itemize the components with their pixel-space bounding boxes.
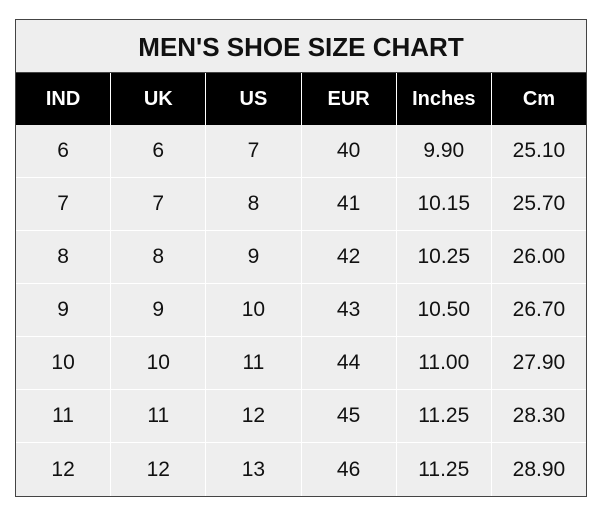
table-row: 12 12 13 46 11.25 28.90 bbox=[16, 443, 586, 496]
table-cell-ind: 9 bbox=[16, 284, 111, 337]
column-header-inches: Inches bbox=[395, 73, 491, 125]
table-row: 6 6 7 40 9.90 25.10 bbox=[16, 125, 587, 178]
table-cell-us: 11 bbox=[205, 337, 301, 390]
header-row: IND UK US EUR Inches Cm bbox=[16, 73, 586, 125]
table-cell-uk: 10 bbox=[110, 337, 206, 390]
table-row: 8 8 9 42 10.25 26.00 bbox=[16, 231, 587, 284]
table-cell-us: 9 bbox=[205, 231, 301, 284]
table-row: 11 11 12 45 11.25 28.30 bbox=[16, 390, 587, 443]
table-cell-inches: 11.00 bbox=[395, 337, 491, 390]
table-cell-us: 13 bbox=[205, 443, 300, 496]
table-cell-ind: 10 bbox=[16, 337, 111, 390]
table-cell-cm: 25.70 bbox=[490, 178, 587, 231]
table-body: 6 6 7 40 9.90 25.10 7 7 8 41 10.15 25.70 8 8 9 42 10.25 2… bbox=[16, 125, 587, 496]
table-cell-us: 12 bbox=[205, 390, 301, 443]
table-cell-eur: 45 bbox=[300, 390, 396, 443]
table-cell-us: 7 bbox=[205, 125, 301, 178]
table-cell-inches: 11.25 bbox=[395, 390, 491, 443]
table-title: MEN'S SHOE SIZE CHART bbox=[16, 20, 586, 73]
table-cell-cm: 28.30 bbox=[490, 390, 587, 443]
column-header-eur: EUR bbox=[300, 73, 396, 125]
column-header-uk: UK bbox=[110, 73, 205, 125]
column-header-us: US bbox=[205, 73, 300, 125]
table-row: 10 10 11 44 11.00 27.90 bbox=[16, 337, 587, 390]
table-cell-eur: 46 bbox=[300, 443, 396, 496]
table-cell-uk: 9 bbox=[110, 284, 206, 337]
table-cell-eur: 42 bbox=[300, 231, 396, 284]
table-cell-ind: 6 bbox=[16, 125, 111, 178]
table-cell-cm: 26.00 bbox=[490, 231, 587, 284]
table-cell-uk: 8 bbox=[110, 231, 206, 284]
table-cell-eur: 41 bbox=[300, 178, 396, 231]
column-header-cm: Cm bbox=[490, 73, 586, 125]
table-cell-uk: 12 bbox=[110, 443, 205, 496]
table-cell-uk: 7 bbox=[110, 178, 206, 231]
table-cell-eur: 43 bbox=[300, 284, 396, 337]
table-cell-inches: 10.25 bbox=[395, 231, 491, 284]
table-cell-ind: 7 bbox=[16, 178, 111, 231]
table-cell-cm: 25.10 bbox=[490, 125, 587, 178]
table-cell-eur: 40 bbox=[300, 125, 396, 178]
column-header-ind: IND bbox=[45, 87, 81, 110]
table-cell-uk: 11 bbox=[110, 390, 206, 443]
table-cell-us: 8 bbox=[205, 178, 301, 231]
size-chart-table: MEN'S SHOE SIZE CHART IND UK US EUR Inches Cm… bbox=[15, 19, 587, 497]
table-cell-ind: 8 bbox=[16, 231, 111, 284]
table-cell-uk: 6 bbox=[110, 125, 206, 178]
table-cell-us: 10 bbox=[205, 284, 301, 337]
table-cell-cm: 26.70 bbox=[490, 284, 587, 337]
table-cell-cm: 27.90 bbox=[490, 337, 587, 390]
table-cell-ind: 12 bbox=[51, 457, 75, 481]
table-cell-ind: 11 bbox=[16, 390, 111, 443]
table-cell-inches: 11.25 bbox=[395, 443, 491, 496]
table-row: 7 7 8 41 10.15 25.70 bbox=[16, 178, 587, 231]
table-cell-cm: 28.90 bbox=[490, 443, 586, 496]
table-cell-inches: 9.90 bbox=[395, 125, 491, 178]
table-cell-eur: 44 bbox=[300, 337, 396, 390]
table-cell-inches: 10.15 bbox=[395, 178, 491, 231]
table-cell-inches: 10.50 bbox=[395, 284, 491, 337]
table-row: 9 9 10 43 10.50 26.70 bbox=[16, 284, 587, 337]
